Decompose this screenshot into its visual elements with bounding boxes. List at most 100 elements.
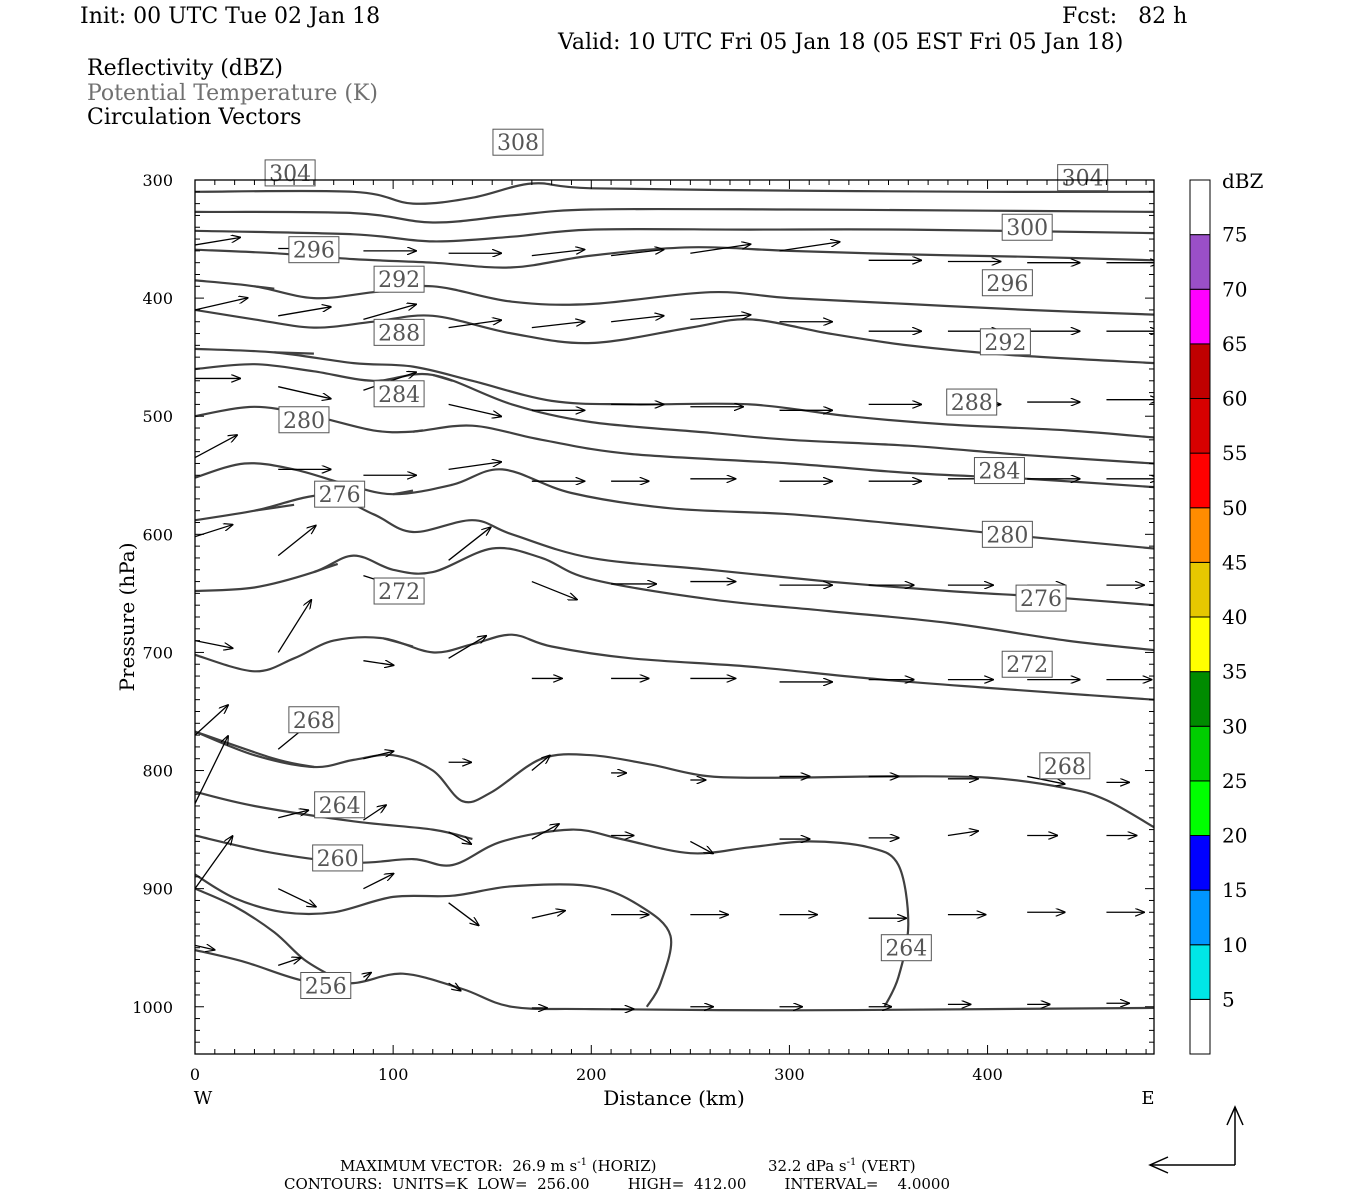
contour-label: 272 xyxy=(1006,653,1048,678)
circulation-vector xyxy=(363,304,416,320)
colorbar-label: 5 xyxy=(1222,987,1235,1011)
contour-label-box xyxy=(979,328,1031,356)
theta-contour-316 xyxy=(195,207,1154,224)
circulation-vector xyxy=(363,973,371,978)
colorbar-segment xyxy=(1189,398,1211,454)
contour-label-box xyxy=(973,457,1025,485)
theta-contour-292 xyxy=(195,363,1154,465)
circulation-vector xyxy=(448,403,502,416)
x-tick-label: 300 xyxy=(774,1065,805,1084)
colorbar-segment xyxy=(1189,507,1211,563)
colorbar-segment xyxy=(1189,998,1211,1055)
circulation-vector xyxy=(448,902,479,926)
colorbar-label: 45 xyxy=(1222,550,1247,574)
theta-contour-260 xyxy=(195,887,335,979)
circulation-vector xyxy=(277,888,316,907)
y-tick-label: 800 xyxy=(142,762,173,781)
circulation-vector xyxy=(690,315,750,321)
circulation-vector xyxy=(195,705,228,736)
circulation-vector xyxy=(195,435,237,459)
contour-label: 300 xyxy=(1006,216,1048,241)
contour-label-box xyxy=(981,269,1033,297)
colorbar-label: 40 xyxy=(1222,605,1247,629)
theta-contour-296 xyxy=(274,351,314,355)
colorbar-segment xyxy=(1189,780,1211,836)
circulation-vector xyxy=(277,526,316,557)
colorbar-segment xyxy=(1189,944,1211,1000)
forecast-hour: Fcst: 82 h xyxy=(1062,4,1188,29)
theta-contour-320 xyxy=(195,182,1154,205)
theta-contour-276 xyxy=(195,546,1154,652)
colorbar-segment xyxy=(1189,671,1211,727)
circulation-vector xyxy=(195,736,228,804)
plot-border xyxy=(194,179,1155,1055)
contour-label-box xyxy=(1001,213,1053,241)
theta-contour-284 xyxy=(392,489,414,496)
colorbar-segment xyxy=(1189,561,1211,618)
field-potential-temperature: Potential Temperature (K) xyxy=(87,81,378,106)
circulation-vector xyxy=(448,527,491,561)
circulation-vector xyxy=(363,661,393,666)
colorbar-segment xyxy=(1189,288,1211,345)
colorbar-label: 20 xyxy=(1222,824,1247,848)
max-vector-vert-text: 32.2 dPa s-1 (VERT) xyxy=(768,1157,916,1175)
circulation-vector xyxy=(195,298,248,311)
contour-label-box xyxy=(288,706,340,734)
y-tick-label: 500 xyxy=(142,407,173,426)
theta-contour-layer xyxy=(195,182,1154,1012)
contour-label: 308 xyxy=(497,131,539,156)
circulation-vector xyxy=(779,242,840,252)
circulation-vector xyxy=(195,237,240,246)
theta-contour-304 xyxy=(195,279,1154,316)
theta-contour-296 xyxy=(195,347,1154,439)
circulation-vector xyxy=(448,320,502,329)
circulation-vector xyxy=(611,316,664,323)
circulation-vector xyxy=(278,958,301,967)
theta-contour-268 xyxy=(195,730,1154,829)
circulation-vector xyxy=(363,874,393,890)
theta-contour-276 xyxy=(313,562,339,574)
colorbar-label: 10 xyxy=(1222,933,1247,957)
contour-label-box xyxy=(278,406,330,434)
contour-label: 288 xyxy=(378,321,420,346)
contour-label-box xyxy=(946,388,998,416)
circulation-vector xyxy=(363,805,386,821)
contour-label-box xyxy=(1015,584,1067,612)
circulation-vector xyxy=(278,307,331,317)
contour-label-box xyxy=(288,236,340,264)
circulation-vector xyxy=(195,836,233,890)
y-tick-label: 400 xyxy=(142,289,173,308)
colorbar-segment xyxy=(1189,616,1211,673)
colorbar-segment xyxy=(1189,452,1211,509)
contour-label: 264 xyxy=(319,794,361,819)
colorbar-segment xyxy=(1189,234,1211,290)
y-tick-label: 1000 xyxy=(132,998,173,1017)
contour-label-box xyxy=(373,265,425,293)
contour-label-box xyxy=(880,934,932,962)
contour-label-box xyxy=(300,971,352,999)
colorbar-label: 75 xyxy=(1222,223,1247,247)
contour-label: 256 xyxy=(305,974,347,999)
contour-label-box xyxy=(312,844,364,872)
contour-label: 280 xyxy=(283,409,325,434)
contour-label-box xyxy=(373,577,425,605)
contour-label: 284 xyxy=(978,460,1020,485)
axes-layer: 300 400 500 600 700 800 900 1000 0 100 200 300 400 W E… xyxy=(115,171,1155,1110)
x-axis-title: Distance (km) xyxy=(603,1086,745,1110)
theta-contour-264 xyxy=(195,828,910,1008)
y-tick-label: 600 xyxy=(142,525,173,544)
contour-label: 284 xyxy=(378,383,420,408)
theta-contour-304 xyxy=(254,285,275,290)
contour-label: 264 xyxy=(885,937,927,962)
contour-label: 280 xyxy=(986,523,1028,548)
x-tick-label: 200 xyxy=(576,1065,607,1084)
circulation-vector xyxy=(195,945,215,950)
colorbar-segment xyxy=(1189,835,1211,891)
colorbar-label: 50 xyxy=(1222,496,1247,520)
contour-label: 268 xyxy=(293,709,335,734)
valid-time: Valid: 10 UTC Fri 05 Jan 18 (05 EST Fri … xyxy=(558,30,1124,55)
colorbar-segment xyxy=(1189,179,1211,236)
circulation-vector xyxy=(690,244,750,254)
contour-label: 292 xyxy=(984,331,1026,356)
